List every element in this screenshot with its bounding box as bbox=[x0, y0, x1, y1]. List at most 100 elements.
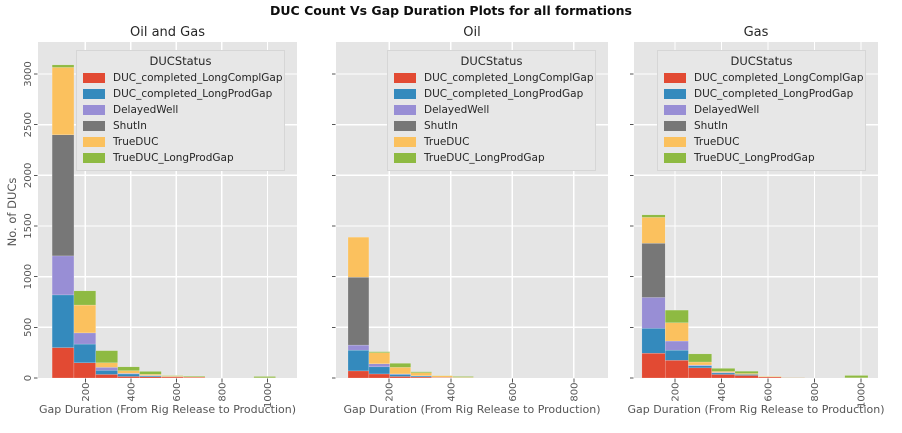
bar-segment bbox=[347, 277, 370, 346]
legend-entry-label: DelayedWell bbox=[694, 104, 760, 116]
bar-segment bbox=[641, 352, 666, 379]
bar-segment bbox=[117, 373, 140, 377]
legend-entry: DelayedWell bbox=[664, 102, 859, 118]
y-tick-label: 0 bbox=[23, 375, 34, 381]
bar-segment bbox=[431, 375, 453, 378]
y-tick-label: 2000 bbox=[23, 163, 34, 188]
bar-segment bbox=[711, 372, 736, 375]
bar-segment bbox=[347, 236, 370, 278]
bar-segment bbox=[347, 344, 370, 351]
legend-entry: ShutIn bbox=[664, 118, 859, 134]
bar-segment bbox=[410, 371, 432, 373]
bar-segment bbox=[734, 371, 759, 374]
bar-segment bbox=[73, 304, 96, 334]
bar-segment bbox=[95, 350, 118, 363]
bar-segment bbox=[368, 351, 391, 353]
legend-swatch bbox=[394, 121, 416, 131]
bar-segment bbox=[844, 375, 869, 378]
bar-segment bbox=[389, 374, 411, 377]
x-tick-label: 600 bbox=[508, 383, 519, 402]
y-tick-label: 1500 bbox=[23, 213, 34, 238]
legend-swatch bbox=[664, 121, 686, 131]
legend: DUCStatus DUC_completed_LongComplGap DUC_c… bbox=[657, 50, 866, 171]
bar-segment bbox=[641, 328, 666, 354]
legend: DUCStatus DUC_completed_LongComplGap DUC_c… bbox=[76, 50, 285, 171]
x-tick-label: 800 bbox=[810, 383, 821, 402]
legend-title: DUCStatus bbox=[460, 54, 523, 68]
bar-segment bbox=[688, 353, 712, 363]
bar-segment bbox=[368, 352, 391, 364]
bar-segment bbox=[368, 363, 391, 368]
bar-segment bbox=[117, 376, 140, 379]
legend-swatch bbox=[394, 73, 416, 83]
legend-entry: DUC_completed_LongComplGap bbox=[664, 70, 864, 86]
x-axis-label: Gap Duration (From Rig Release to Produc… bbox=[38, 403, 297, 416]
legend-entry: ShutIn bbox=[394, 118, 589, 134]
bar-segment bbox=[664, 309, 689, 323]
legend-entry: TrueDUC bbox=[83, 134, 278, 150]
bar-segment bbox=[641, 243, 666, 298]
bar-segment bbox=[641, 297, 666, 329]
bar-segment bbox=[664, 360, 689, 379]
legend-entry-label: ShutIn bbox=[113, 120, 147, 132]
legend-entry: DUC_completed_LongComplGap bbox=[394, 70, 594, 86]
bar-segment bbox=[389, 367, 411, 375]
bar-segment bbox=[51, 255, 75, 296]
bar-segment bbox=[389, 376, 411, 379]
bar-segment bbox=[73, 290, 96, 306]
legend-title: DUCStatus bbox=[730, 54, 793, 68]
x-tick-label: 1000 bbox=[263, 383, 274, 408]
legend-entry-label: ShutIn bbox=[424, 120, 458, 132]
bar-segment bbox=[688, 361, 712, 366]
legend-entry: TrueDUC_LongProdGap bbox=[83, 150, 278, 166]
x-tick-label: 400 bbox=[126, 383, 137, 402]
y-tick-label: 500 bbox=[23, 318, 34, 337]
legend-entry: DUC_completed_LongComplGap bbox=[83, 70, 283, 86]
bar-segment bbox=[51, 294, 75, 348]
legend-entry-label: TrueDUC bbox=[113, 136, 159, 148]
bar-segment bbox=[641, 214, 666, 218]
legend-entry: ShutIn bbox=[83, 118, 278, 134]
y-tick-label: 2500 bbox=[23, 112, 34, 137]
bar-segment bbox=[51, 134, 75, 257]
x-tick-label: 800 bbox=[217, 383, 228, 402]
bar-segment bbox=[664, 340, 689, 351]
bar-segment bbox=[95, 367, 118, 371]
y-axis-label: No. of DUCs bbox=[5, 178, 19, 247]
bar-segment bbox=[347, 349, 370, 372]
bar-segment bbox=[139, 371, 162, 375]
bar-segment bbox=[711, 368, 736, 372]
legend: DUCStatus DUC_completed_LongComplGap DUC_c… bbox=[387, 50, 596, 171]
x-tick-label: 1000 bbox=[857, 383, 868, 408]
bar-segment bbox=[734, 375, 759, 379]
legend-swatch bbox=[664, 73, 686, 83]
legend-entry-label: TrueDUC_LongProdGap bbox=[424, 152, 545, 164]
legend-entry: DUC_completed_LongProdGap bbox=[394, 86, 589, 102]
x-tick-label: 400 bbox=[717, 383, 728, 402]
legend-entry: TrueDUC bbox=[394, 134, 589, 150]
legend-swatch bbox=[394, 153, 416, 163]
y-tick-label: 3000 bbox=[23, 61, 34, 86]
x-tick-label: 800 bbox=[569, 383, 580, 402]
legend-entry: TrueDUC bbox=[664, 134, 859, 150]
legend-swatch bbox=[664, 105, 686, 115]
legend-swatch bbox=[83, 73, 105, 83]
x-tick-label: 400 bbox=[446, 383, 457, 402]
bar-segment bbox=[73, 362, 96, 379]
legend-entry: DelayedWell bbox=[83, 102, 278, 118]
x-tick-label: 200 bbox=[385, 383, 396, 402]
bar-segment bbox=[664, 322, 689, 342]
bar-segment bbox=[711, 374, 736, 379]
bar-segment bbox=[51, 67, 75, 135]
bar-segment bbox=[73, 343, 96, 363]
x-tick-label: 200 bbox=[670, 383, 681, 402]
x-tick-label: 600 bbox=[763, 383, 774, 402]
y-tick-label: 1000 bbox=[23, 264, 34, 289]
legend-entry-label: TrueDUC_LongProdGap bbox=[694, 152, 815, 164]
bar-segment bbox=[347, 370, 370, 379]
legend-entry: DUC_completed_LongProdGap bbox=[83, 86, 278, 102]
legend-entry: DelayedWell bbox=[394, 102, 589, 118]
bar-segment bbox=[95, 374, 118, 379]
x-tick-label: 200 bbox=[81, 383, 92, 402]
subplot-title-0: Oil and Gas bbox=[130, 25, 205, 40]
